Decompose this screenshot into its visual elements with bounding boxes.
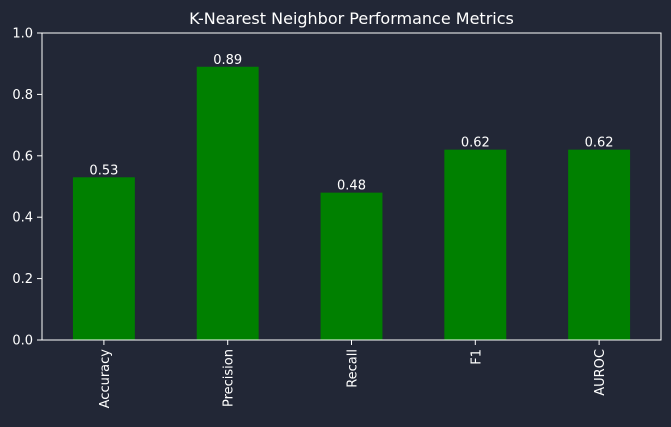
y-tick-label-2: 0.4 xyxy=(12,211,33,226)
y-tick-label-1: 0.2 xyxy=(12,272,33,287)
x-tick-label-auroc: AUROC xyxy=(593,349,608,396)
y-tick-label-4: 0.8 xyxy=(12,88,33,103)
x-tick-label-recall: Recall xyxy=(346,349,361,388)
x-tick-label-accuracy: Accuracy xyxy=(98,349,113,409)
chart-title: K-Nearest Neighbor Performance Metrics xyxy=(189,9,514,28)
data-label-accuracy: 0.53 xyxy=(89,163,118,178)
data-label-auroc: 0.62 xyxy=(585,136,614,151)
plot-area: 0.53 Accuracy 0.89 Precision 0.48 Recall 0.62 F… xyxy=(12,27,662,409)
y-tick-label-5: 1.0 xyxy=(12,27,33,42)
y-tick-label-3: 0.6 xyxy=(12,149,33,164)
bar-auroc xyxy=(568,149,631,340)
bar-f1 xyxy=(444,149,507,340)
data-label-f1: 0.62 xyxy=(461,136,490,151)
y-tick-label-0: 0.0 xyxy=(12,334,33,349)
bar-accuracy xyxy=(72,177,135,340)
bar-precision xyxy=(196,66,259,341)
data-label-precision: 0.89 xyxy=(213,53,242,68)
data-label-recall: 0.48 xyxy=(337,179,366,194)
bar-recall xyxy=(320,192,383,340)
x-tick-label-f1: F1 xyxy=(469,349,484,365)
axes-frame xyxy=(41,32,662,341)
x-tick-label-precision: Precision xyxy=(222,349,237,407)
